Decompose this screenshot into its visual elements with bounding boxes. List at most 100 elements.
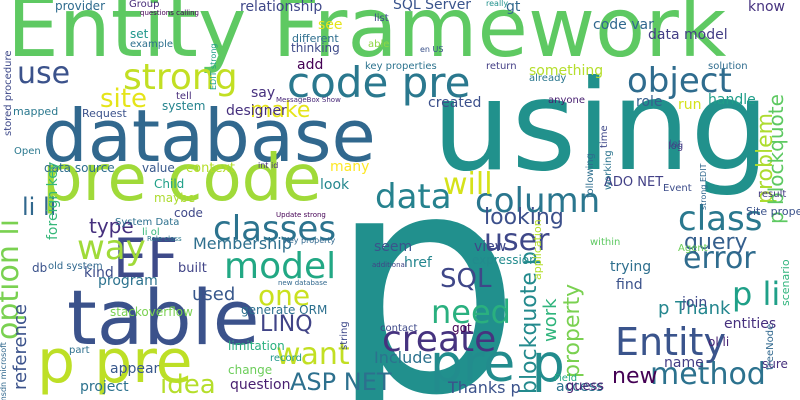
word: result	[758, 189, 787, 200]
word: context	[186, 161, 235, 176]
word: thinking	[291, 41, 340, 55]
word: name	[664, 355, 704, 371]
word: Open	[14, 146, 41, 157]
word: data model	[648, 27, 728, 43]
word: return	[486, 61, 517, 72]
word: gt	[506, 0, 521, 15]
word: log	[668, 141, 684, 152]
word: working	[603, 150, 614, 190]
word: strong EDIT	[699, 163, 708, 210]
word: seem	[374, 239, 413, 255]
word: pre code	[42, 142, 322, 216]
word: additional	[372, 261, 407, 269]
word: stored procedure	[3, 50, 14, 136]
word: pre p	[430, 334, 565, 394]
word: record	[270, 353, 302, 364]
word: new	[612, 364, 658, 389]
word: code var	[593, 17, 654, 33]
word: created	[428, 95, 482, 111]
word: model	[224, 246, 337, 287]
word: access	[556, 379, 604, 395]
word: column	[475, 181, 601, 221]
word: Thanks p	[448, 378, 521, 397]
word: really	[486, 0, 509, 8]
word: got	[452, 321, 472, 335]
word: idea	[160, 370, 216, 400]
word: contact	[380, 323, 418, 334]
word: EF	[113, 227, 179, 290]
word: en US	[420, 45, 444, 54]
word: make	[250, 98, 311, 123]
word: Site property	[746, 205, 800, 218]
word: Request	[82, 107, 127, 120]
word: int id	[258, 161, 279, 170]
word: method	[650, 357, 766, 392]
word: new database	[278, 279, 328, 287]
word: tell	[176, 91, 192, 102]
word: query	[684, 230, 748, 255]
word: run	[678, 97, 702, 113]
word: Key property	[284, 236, 336, 245]
word: project	[80, 379, 129, 395]
word: treeNode	[765, 323, 776, 370]
word: p li	[732, 275, 781, 313]
word: code pre	[287, 58, 471, 107]
word: Agent	[678, 243, 708, 254]
word: want	[276, 337, 350, 372]
word: class	[678, 199, 763, 239]
word: something	[529, 63, 604, 79]
word: time	[599, 125, 610, 148]
word: many	[330, 159, 370, 175]
word: find	[616, 277, 643, 293]
word: SQL Server	[393, 0, 472, 13]
word: trying	[610, 259, 652, 275]
word: expression	[472, 253, 537, 267]
word: p	[328, 107, 522, 400]
word: database	[42, 94, 376, 178]
word: program	[98, 273, 158, 289]
word: p pre	[37, 327, 193, 397]
word: question	[230, 377, 291, 393]
word: old system	[48, 261, 103, 272]
word: change	[228, 363, 273, 377]
word: key properties	[365, 61, 437, 72]
word: maybe	[154, 191, 196, 205]
word: Entity Framework	[7, 0, 727, 76]
word: entities	[724, 316, 777, 332]
word: within	[590, 237, 621, 248]
word: ol li	[708, 335, 730, 349]
word: work	[540, 298, 561, 342]
word: used	[192, 284, 236, 305]
word: string	[339, 321, 350, 350]
word: sure	[762, 357, 788, 371]
word: li li	[22, 193, 57, 221]
word: Role class	[147, 235, 182, 243]
word: db	[32, 261, 48, 275]
word: create	[382, 319, 497, 360]
word: ADO NET	[604, 175, 664, 190]
word: SQL	[440, 264, 492, 294]
word: built	[178, 261, 207, 276]
word: error	[683, 241, 756, 276]
word: object	[627, 61, 732, 101]
word: Field	[554, 373, 578, 384]
word: relationship	[240, 0, 323, 15]
word: p Thank	[658, 298, 731, 319]
word: one	[258, 279, 311, 312]
word: Entity	[615, 320, 726, 364]
word: href	[404, 255, 432, 271]
word: appear	[110, 361, 160, 377]
word: already	[529, 73, 567, 84]
word: lot	[669, 139, 682, 150]
word: role	[636, 94, 663, 110]
word: stackoverflow	[110, 305, 193, 319]
word: strong	[123, 57, 238, 98]
word: msdn microsoft	[0, 342, 8, 400]
word: application	[531, 219, 544, 280]
word: table	[67, 273, 260, 362]
word: Child	[154, 177, 185, 191]
word: Event	[663, 183, 692, 194]
word: reference	[10, 304, 31, 390]
word: EDIT strong	[209, 43, 218, 90]
word: looking	[484, 205, 564, 230]
